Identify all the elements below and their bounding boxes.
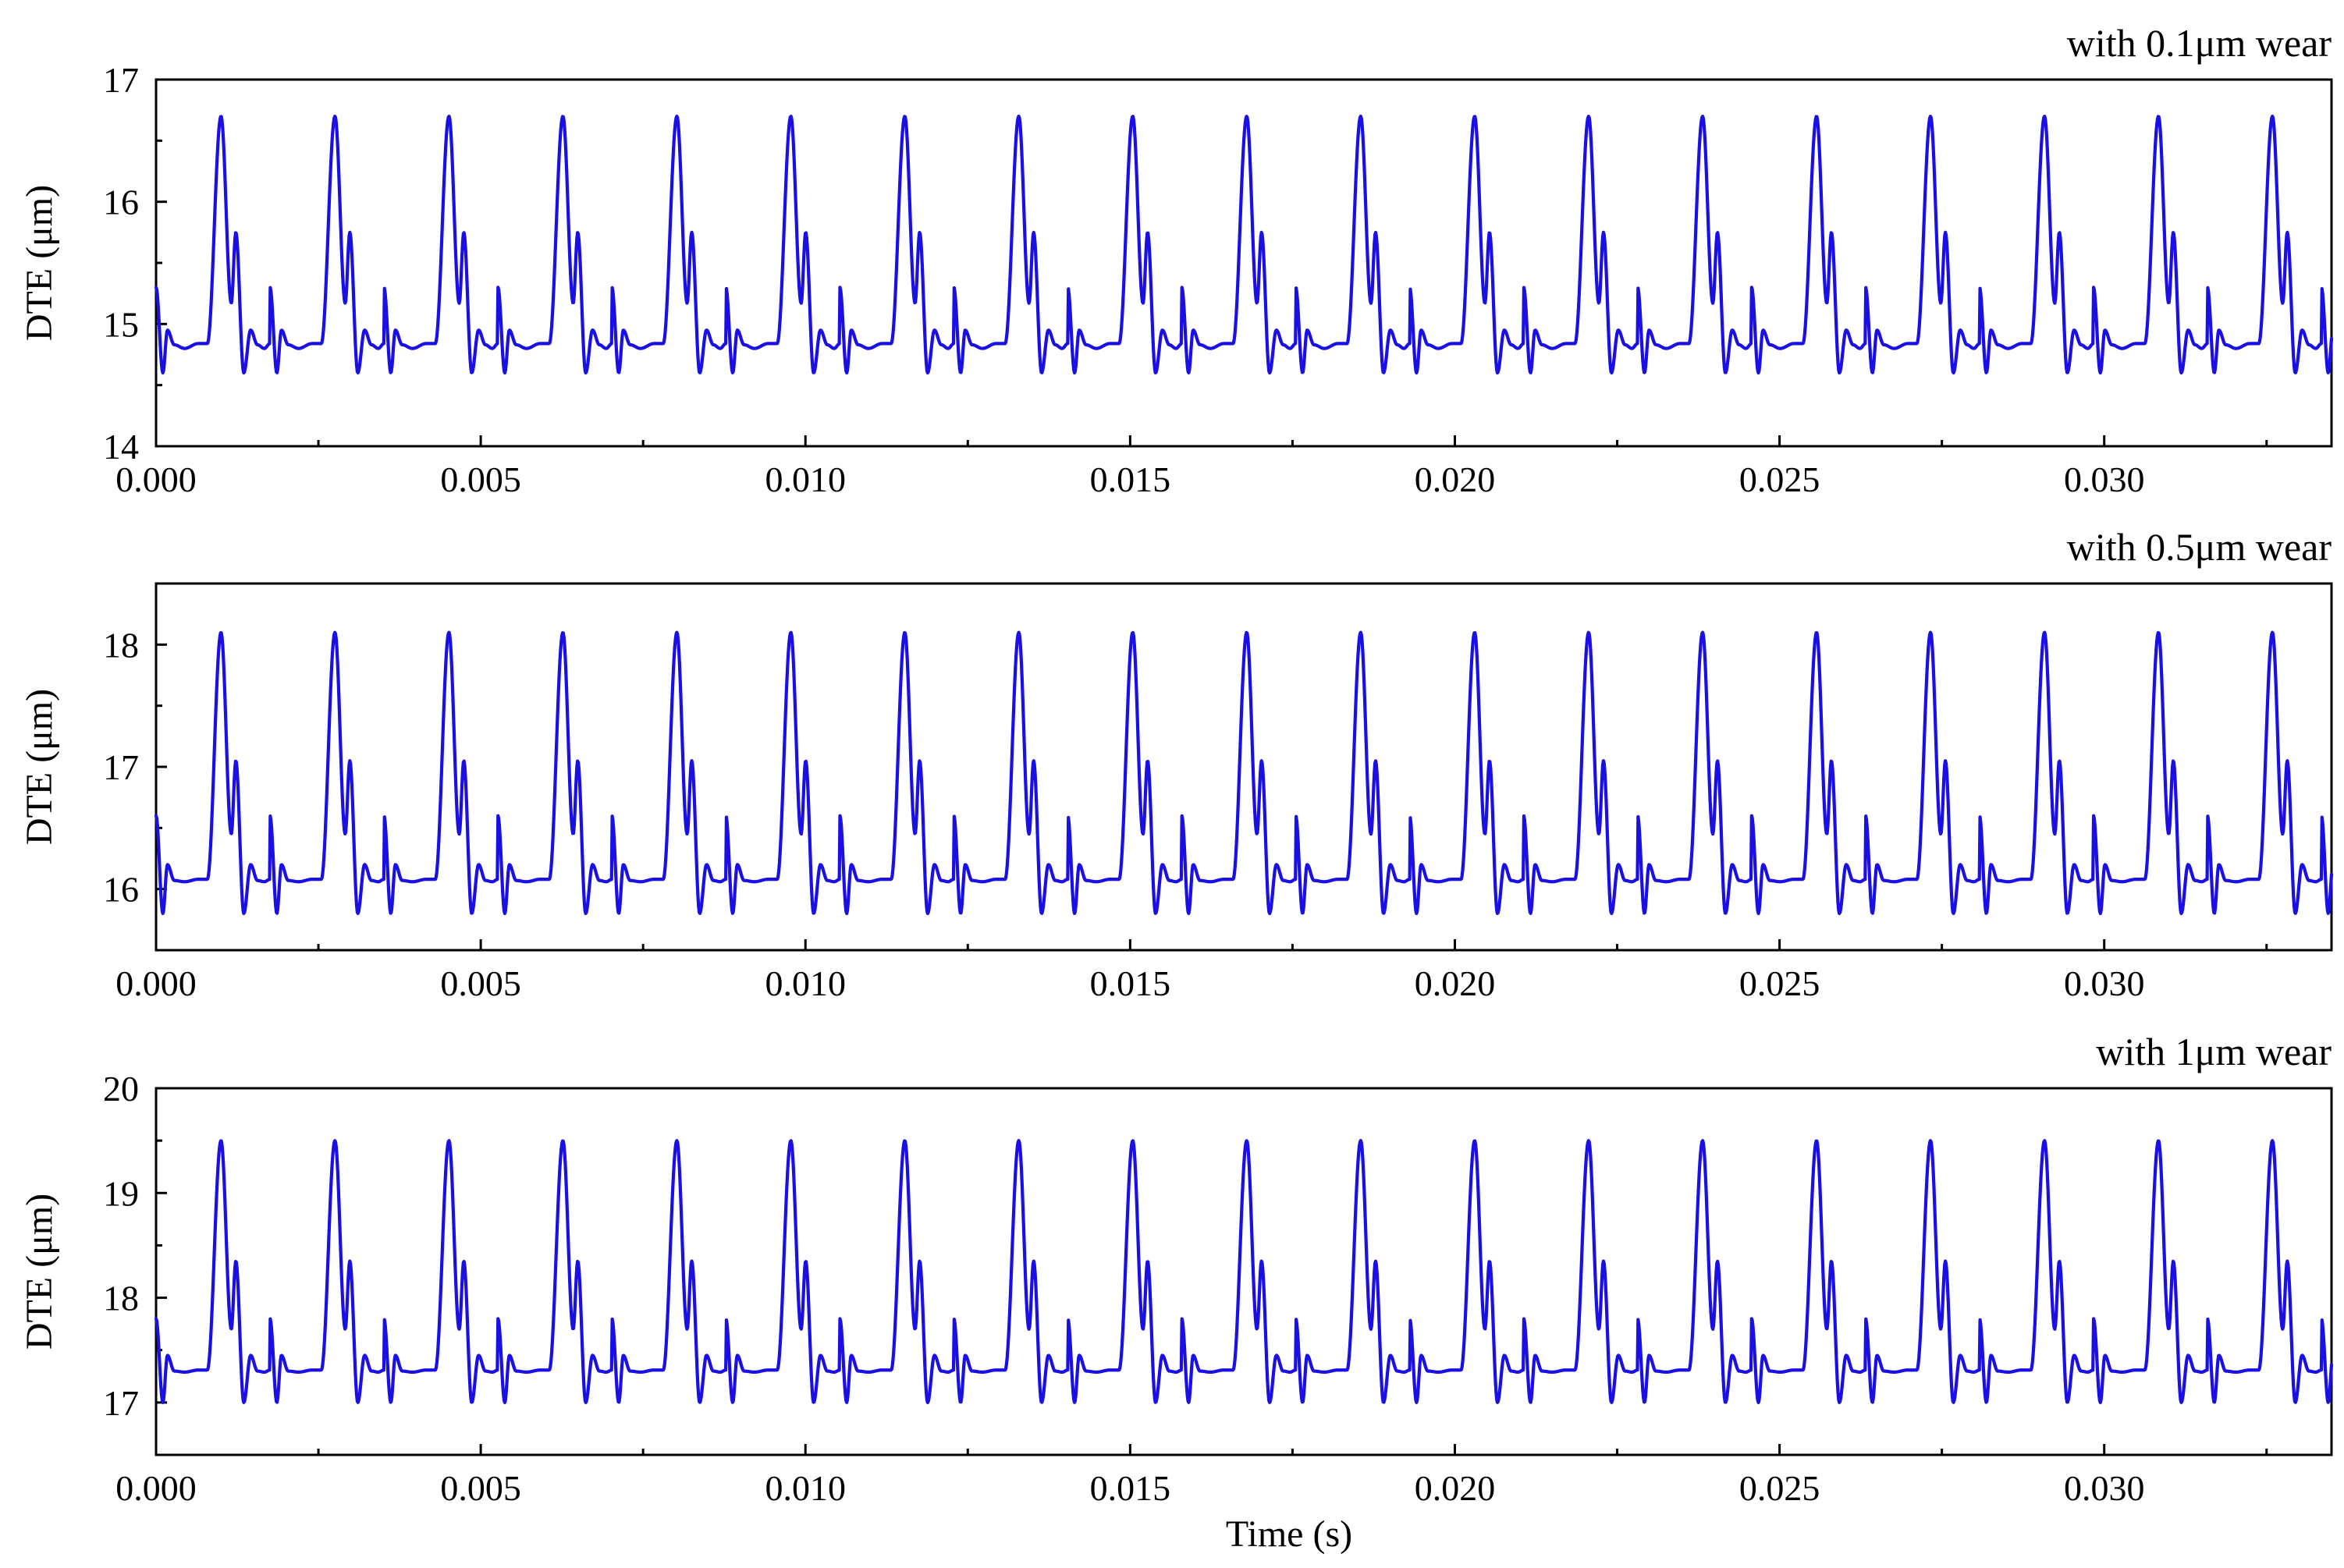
x-tick-label: 0.030 — [2064, 459, 2145, 499]
chart-panels: with 0.1μm wear DTE (μm) 0.000 0.005 0.010 0.… — [19, 21, 2334, 1508]
y-tick-label: 18 — [103, 625, 139, 665]
y-tick-label: 16 — [103, 183, 139, 222]
panel-title: with 0.1μm wear — [2067, 21, 2332, 65]
panel-title: with 1μm wear — [2096, 1030, 2332, 1073]
x-tick-label: 0.025 — [1739, 1468, 1820, 1508]
x-tick-label: 0.030 — [2064, 1468, 2145, 1508]
y-tick-label: 17 — [103, 60, 139, 100]
x-tick-label: 0.010 — [765, 1468, 846, 1508]
plot-frame — [154, 1087, 2333, 1456]
x-tick-label: 0.030 — [2064, 963, 2145, 1003]
chart-panel-1: with 0.1μm wear DTE (μm) 0.000 0.005 0.010 0.… — [19, 21, 2334, 499]
dte-series-line — [154, 1139, 2334, 1404]
y-axis-label: DTE (μm) — [19, 1194, 60, 1350]
x-tick-label: 0.015 — [1090, 459, 1171, 499]
dte-series-line — [154, 630, 2334, 916]
y-tick-label: 17 — [103, 747, 139, 787]
y-tick-label: 15 — [103, 304, 139, 344]
chart-panel-3: with 1μm wear DTE (μm) 0.000 0.005 0.010 0.01… — [19, 1030, 2334, 1508]
x-tick-label: 0.000 — [115, 459, 197, 499]
y-tick-label: 14 — [103, 427, 139, 466]
x-tick-label: 0.020 — [1415, 459, 1496, 499]
y-tick-label: 20 — [103, 1069, 139, 1109]
x-tick-label: 0.005 — [440, 963, 521, 1003]
x-tick-label: 0.025 — [1739, 459, 1820, 499]
x-tick-label: 0.015 — [1090, 963, 1171, 1003]
y-tick-label: 17 — [103, 1383, 139, 1423]
panel-title: with 0.5μm wear — [2067, 525, 2332, 569]
y-tick-label: 18 — [103, 1279, 139, 1318]
y-axis-label: DTE (μm) — [19, 689, 60, 845]
x-tick-label: 0.005 — [440, 1468, 521, 1508]
x-tick-label: 0.015 — [1090, 1468, 1171, 1508]
x-tick-label: 0.005 — [440, 459, 521, 499]
y-tick-label: 19 — [103, 1173, 139, 1213]
x-tick-label: 0.025 — [1739, 963, 1820, 1003]
x-tick-label: 0.010 — [765, 459, 846, 499]
chart-panel-2: with 0.5μm wear DTE (μm) 0.000 0.005 0.010 0.… — [19, 525, 2334, 1003]
dte-series-line — [154, 114, 2334, 375]
figure-x-axis-label: Time (s) — [1226, 1513, 1352, 1555]
x-tick-label: 0.000 — [115, 963, 197, 1003]
x-tick-label: 0.020 — [1415, 1468, 1496, 1508]
x-tick-label: 0.010 — [765, 963, 846, 1003]
y-axis-label: DTE (μm) — [19, 185, 60, 341]
y-tick-label: 16 — [103, 870, 139, 910]
x-tick-label: 0.020 — [1415, 963, 1496, 1003]
x-tick-label: 0.000 — [115, 1468, 197, 1508]
